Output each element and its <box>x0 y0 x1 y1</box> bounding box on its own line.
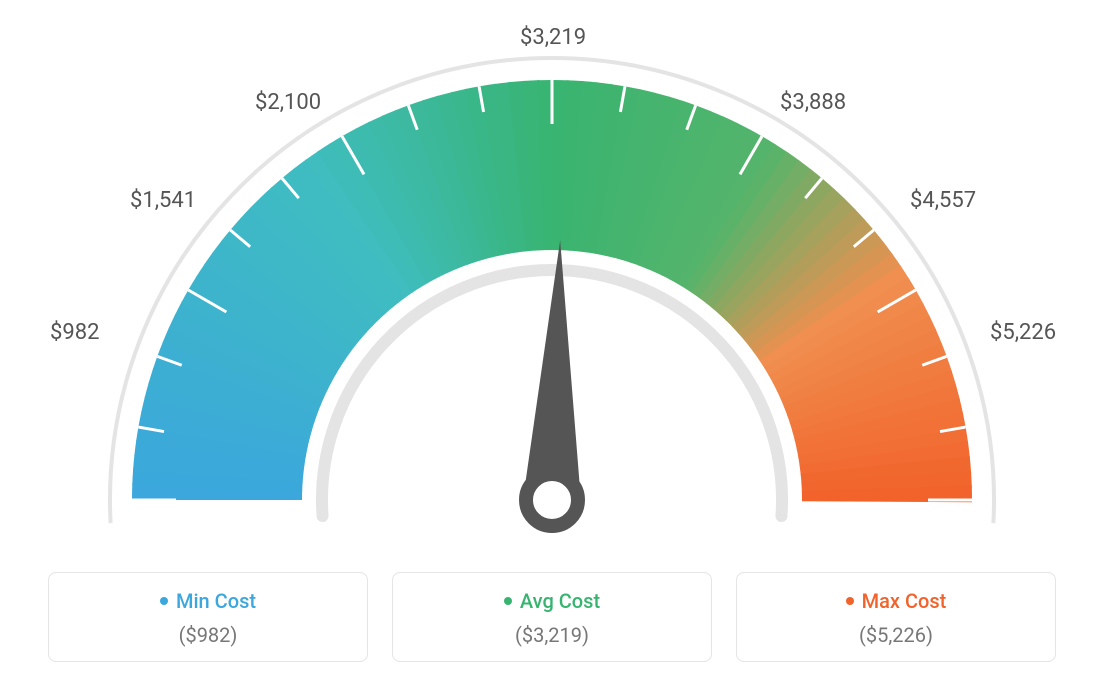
legend-min-title-wrap: Min Cost <box>160 589 256 613</box>
legend-card-avg: Avg Cost ($3,219) <box>392 572 712 662</box>
legend-max-title: Max Cost <box>862 589 947 613</box>
dot-icon <box>504 597 512 605</box>
scale-label-3: $3,219 <box>520 25 586 50</box>
dot-icon <box>846 597 854 605</box>
gauge-area: $982 $1,541 $2,100 $3,219 $3,888 $4,557 … <box>0 0 1104 560</box>
legend-min-value: ($982) <box>61 623 355 647</box>
legend-max-value: ($5,226) <box>749 623 1043 647</box>
scale-label-1: $1,541 <box>130 188 196 213</box>
legend-avg-title: Avg Cost <box>520 589 600 613</box>
dot-icon <box>160 597 168 605</box>
legend-card-max: Max Cost ($5,226) <box>736 572 1056 662</box>
scale-label-4: $3,888 <box>780 90 846 115</box>
legend-row: Min Cost ($982) Avg Cost ($3,219) Max Co… <box>0 572 1104 662</box>
scale-label-2: $2,100 <box>255 90 321 115</box>
legend-max-title-wrap: Max Cost <box>846 589 947 613</box>
legend-min-title: Min Cost <box>176 589 256 613</box>
gauge-svg <box>0 0 1104 560</box>
legend-card-min: Min Cost ($982) <box>48 572 368 662</box>
gauge-chart-container: $982 $1,541 $2,100 $3,219 $3,888 $4,557 … <box>0 0 1104 690</box>
scale-label-6: $5,226 <box>990 320 1056 345</box>
legend-avg-title-wrap: Avg Cost <box>504 589 600 613</box>
scale-label-5: $4,557 <box>910 188 976 213</box>
legend-avg-value: ($3,219) <box>405 623 699 647</box>
scale-label-0: $982 <box>50 320 99 345</box>
